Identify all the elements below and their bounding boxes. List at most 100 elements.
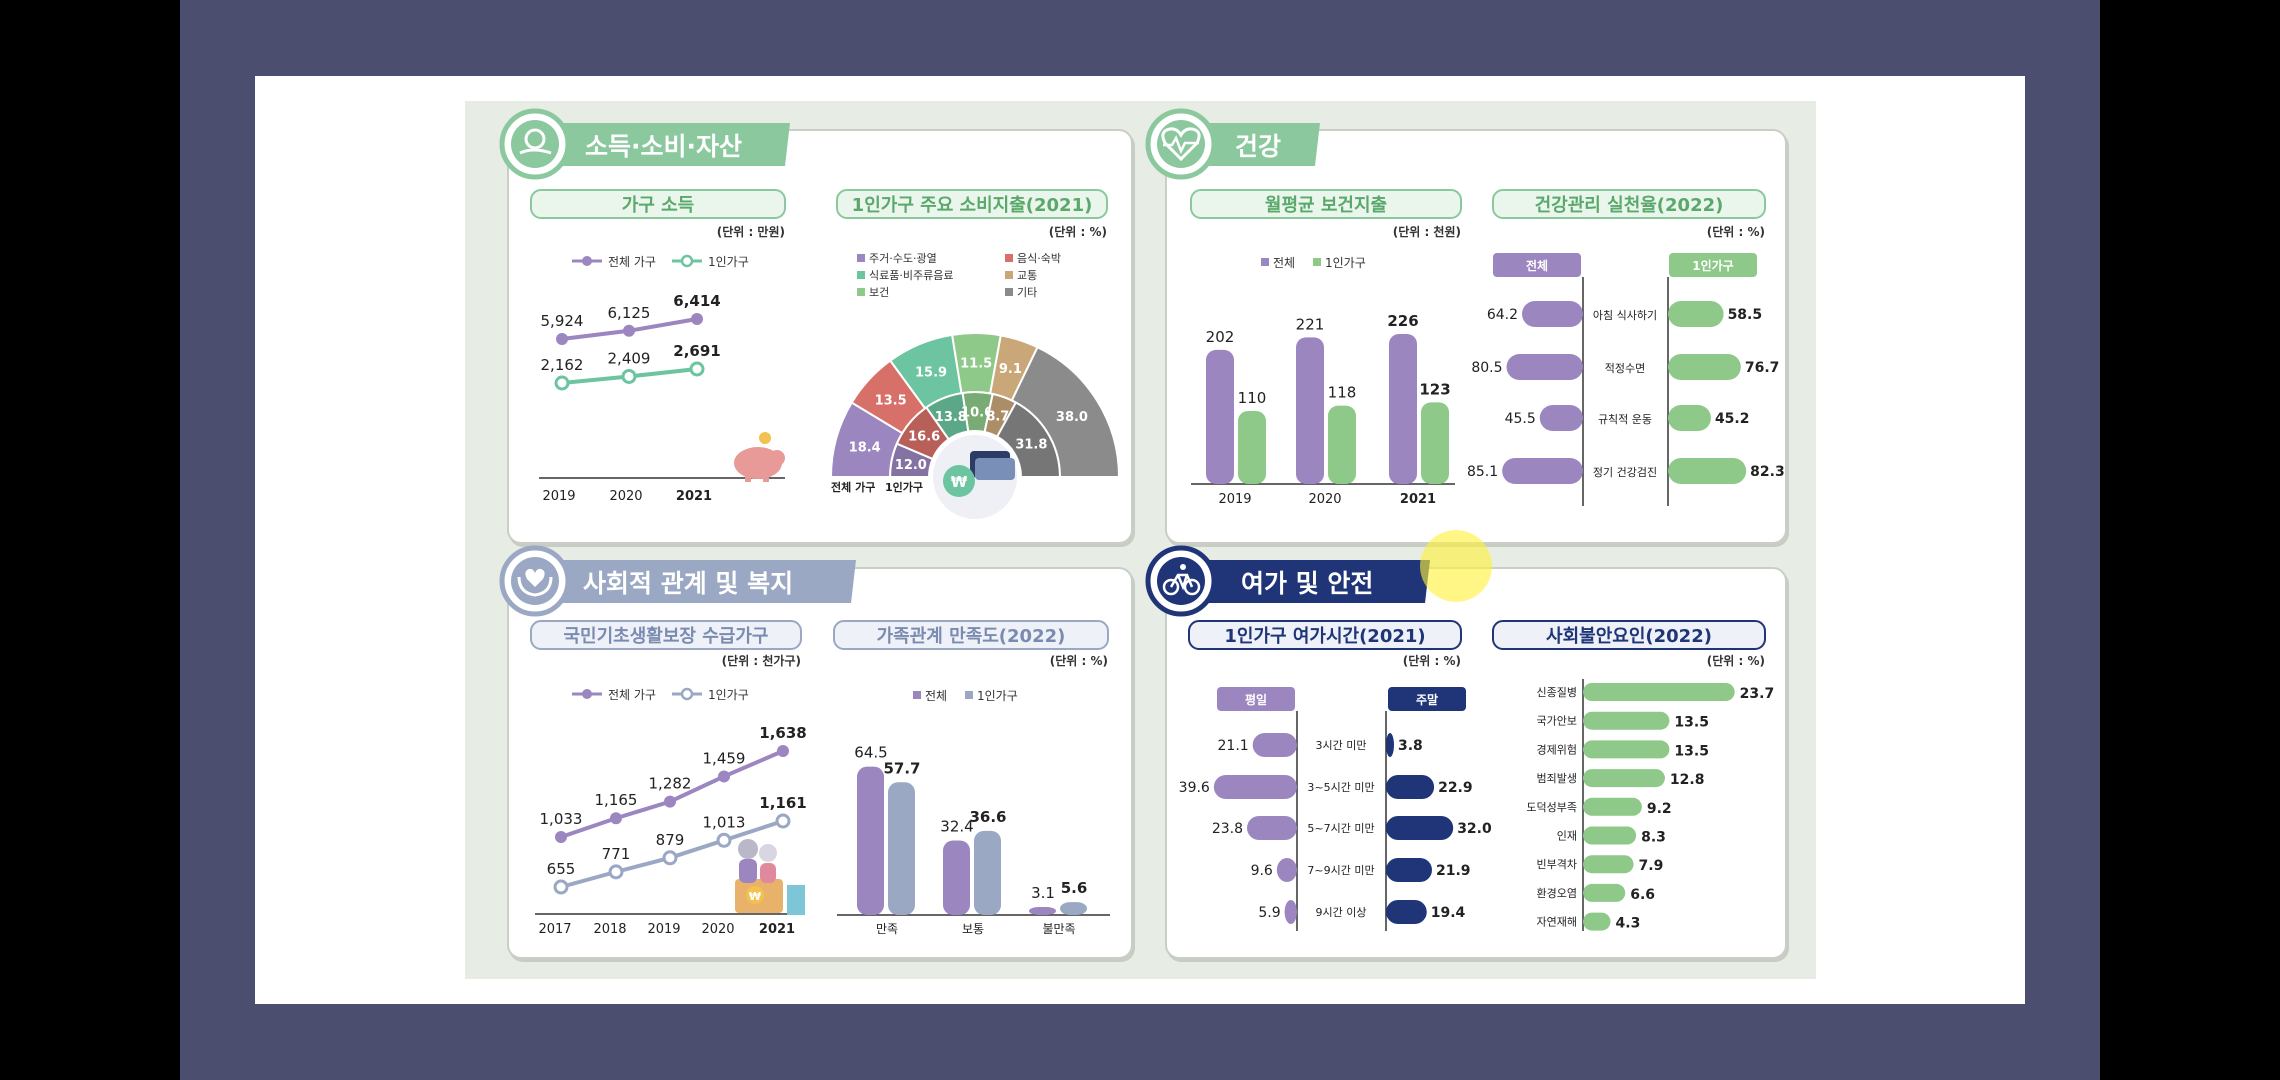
svg-text:가구 소득: 가구 소득 — [622, 195, 695, 216]
infographic: 소득·소비·자산 건강 사회적 관계 및 복지 — [465, 101, 1816, 979]
label-single-보통: 36.6 — [969, 808, 1006, 826]
label-single-2020: 1,013 — [703, 813, 746, 831]
legend-swatch-주거·수도·광열 — [857, 254, 865, 262]
bar-weekend-5~7시간 미만 — [1386, 816, 1454, 840]
svg-text:₩: ₩ — [749, 890, 761, 903]
section-title-welfare: 사회적 관계 및 복지 — [583, 569, 793, 598]
bar-weekend-3시간 미만 — [1386, 733, 1394, 757]
svg-text:전체: 전체 — [1526, 258, 1548, 273]
label-single-2021: 2,691 — [673, 342, 720, 360]
point-total-2020 — [718, 770, 730, 783]
bar-도덕성부족 — [1583, 797, 1642, 816]
label-범죄발생: 12.8 — [1670, 772, 1705, 788]
unit-leisure-time: (단위 : %) — [1403, 653, 1461, 668]
bar-자연재해 — [1583, 912, 1611, 931]
point-total-2019 — [556, 333, 568, 345]
svg-text:전체 가구: 전체 가구 — [608, 255, 656, 269]
heart-hands-icon — [517, 568, 553, 597]
label-weekday-9시간 이상: 5.9 — [1258, 905, 1280, 921]
tick-x-2021: 2021 — [676, 489, 712, 504]
category-5~7시간 미만: 5~7시간 미만 — [1307, 822, 1374, 835]
slice-label-1인가구-음식·숙박: 13.5 — [875, 394, 907, 409]
svg-text:월평균 보건지출: 월평균 보건지출 — [1265, 195, 1387, 216]
label-weekend-3~5시간 미만: 22.9 — [1438, 780, 1473, 796]
label-total-2017: 1,033 — [540, 810, 583, 828]
point-single-2019 — [554, 375, 570, 391]
legend-swatch-음식·숙박 — [1005, 254, 1013, 262]
subtitle-basic-livelihood: 국민기초생활보장 수급가구 — [530, 620, 802, 650]
label-total-2018: 1,165 — [595, 791, 638, 809]
bar-single-아침 식사하기 — [1668, 301, 1724, 327]
svg-text:전체 가구: 전체 가구 — [608, 688, 656, 702]
svg-text:건강관리 실천율(2022): 건강관리 실천율(2022) — [1535, 195, 1724, 216]
label-single-2021: 123 — [1419, 380, 1450, 398]
category-7~9시간 미만: 7~9시간 미만 — [1307, 864, 1374, 877]
bar-total-불만족 — [1029, 907, 1056, 915]
point-single-2021 — [775, 813, 791, 829]
label-자연재해: 4.3 — [1616, 916, 1641, 932]
legend-swatch-식료품·비주류음료 — [857, 271, 865, 279]
legend-label-음식·숙박: 음식·숙박 — [1017, 252, 1061, 265]
bar-total-보통 — [943, 840, 970, 915]
section-header-income: 소득·소비·자산 — [499, 108, 790, 180]
bar-single-정기 건강검진 — [1668, 458, 1747, 484]
cursor-highlight — [1420, 530, 1492, 602]
label-single-만족: 57.7 — [883, 759, 920, 777]
point-total-2018 — [610, 812, 622, 825]
label-single-2019: 2,162 — [541, 356, 584, 374]
label-국가안보: 13.5 — [1674, 715, 1709, 731]
subtitle-health-practice: 건강관리 실천율(2022) — [1492, 189, 1766, 219]
svg-text:사회불안요인(2022): 사회불안요인(2022) — [1546, 626, 1712, 647]
tick-x-2020: 2020 — [609, 489, 642, 504]
chart-household-income: 5,924 6,125 6,414 2,162 2,409 2,691 2019 2020 20… — [539, 292, 785, 504]
category-빈부격차: 빈부격차 — [1537, 858, 1577, 871]
bar-weekday-9시간 이상 — [1284, 900, 1297, 924]
slice-label-전체 가구-보건: 10.6 — [961, 406, 993, 421]
tick-x-2017: 2017 — [538, 922, 571, 937]
label-single-2018: 771 — [602, 845, 631, 863]
label-single-정기 건강검진: 82.3 — [1750, 464, 1785, 480]
bar-환경오염 — [1583, 883, 1626, 902]
svg-text:국민기초생활보장 수급가구: 국민기초생활보장 수급가구 — [564, 626, 769, 647]
bar-total-2020 — [1296, 337, 1324, 484]
unit-single-spending: (단위 : %) — [1049, 224, 1107, 239]
category-규칙적 운동: 규칙적 운동 — [1598, 413, 1652, 426]
bar-weekday-7~9시간 미만 — [1276, 858, 1297, 882]
bar-total-아침 식사하기 — [1522, 301, 1583, 327]
label-single-2020: 2,409 — [608, 349, 651, 367]
bar-경제위험 — [1583, 740, 1670, 759]
label-total-아침 식사하기: 64.2 — [1487, 307, 1518, 323]
bar-total-2019 — [1206, 349, 1234, 484]
bar-single-만족 — [888, 782, 915, 915]
svg-text:1인가구: 1인가구 — [1692, 258, 1733, 273]
wallet-coin-icon: ₩ — [933, 435, 1017, 519]
tick-x-만족: 만족 — [876, 922, 898, 936]
bicycle-icon — [1162, 564, 1201, 596]
unit-basic-livelihood: (단위 : 천가구) — [722, 653, 801, 668]
svg-text:1인가구: 1인가구 — [708, 255, 749, 269]
label-total-만족: 64.5 — [854, 744, 887, 762]
label-total-적정수면: 80.5 — [1471, 360, 1502, 376]
section-title-income: 소득·소비·자산 — [585, 132, 742, 161]
slice-label-전체 가구-교통: 8.7 — [986, 410, 1009, 425]
label-total-2021: 1,638 — [759, 724, 806, 742]
label-total-2019: 1,282 — [649, 775, 692, 793]
point-single-2017 — [553, 879, 569, 895]
label-total-규칙적 운동: 45.5 — [1505, 411, 1536, 427]
legend-label-보건: 보건 — [869, 286, 889, 299]
label-total-2021: 6,414 — [673, 292, 720, 310]
money-hand-icon — [519, 128, 552, 155]
label-total-2020: 221 — [1296, 315, 1325, 333]
subtitle-health-spending: 월평균 보건지출 — [1190, 189, 1462, 219]
svg-text:가족관계 만족도(2022): 가족관계 만족도(2022) — [877, 626, 1066, 647]
point-total-2017 — [555, 831, 567, 843]
bar-범죄발생 — [1583, 769, 1665, 788]
bar-single-2021 — [1421, 402, 1449, 484]
section-title-leisure: 여가 및 안전 — [1241, 569, 1373, 598]
category-인재: 인재 — [1557, 830, 1577, 843]
label-weekday-3시간 미만: 21.1 — [1218, 738, 1249, 754]
bar-total-만족 — [857, 766, 884, 915]
label-경제위험: 13.5 — [1674, 743, 1709, 759]
chart-basic-livelihood: 1,033 1,165 1,282 1,459 1,638 655 771 879 1,013 1… — [535, 724, 807, 937]
category-적정수면: 적정수면 — [1605, 362, 1645, 375]
